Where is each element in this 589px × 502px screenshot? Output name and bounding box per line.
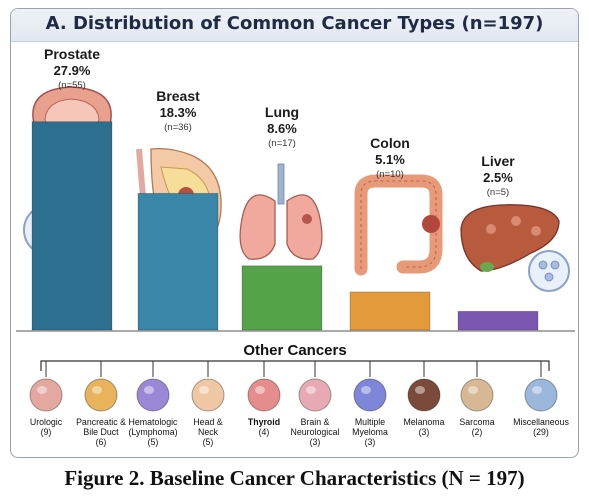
value-label: 27.9% bbox=[54, 63, 91, 78]
category-label: Lung bbox=[265, 104, 299, 120]
cell-cluster-icon bbox=[524, 361, 558, 412]
count-label: (n=55) bbox=[58, 80, 86, 91]
bar-breast bbox=[137, 192, 219, 331]
other-cancer-count: (5) bbox=[203, 437, 214, 447]
bar-lung bbox=[241, 265, 323, 331]
other-cancer-count: (9) bbox=[41, 427, 52, 437]
head-icon bbox=[191, 361, 225, 412]
other-cancer-label: Neck bbox=[198, 427, 219, 437]
other-cancer-label: Head & bbox=[193, 417, 222, 427]
chart-panel: A. Distribution of Common Cancer Types (… bbox=[10, 8, 579, 458]
other-cancer-label: Myeloma bbox=[352, 427, 388, 437]
other-cancer-label: Neurological bbox=[291, 427, 340, 437]
other-cancer-label: Urologic bbox=[30, 417, 63, 427]
other-cancers-bracket bbox=[40, 360, 550, 371]
other-cancer-count: (3) bbox=[365, 437, 376, 447]
other-cancer-label: Miscellaneous bbox=[513, 417, 569, 427]
count-label: (n=17) bbox=[268, 138, 296, 149]
other-cancer-count: (3) bbox=[310, 437, 321, 447]
other-cancer-label: Multiple bbox=[355, 417, 385, 427]
test-tube-icon bbox=[353, 361, 387, 412]
liver-icon bbox=[460, 204, 570, 292]
other-cancer-label: Brain & bbox=[301, 417, 330, 427]
blood-cell-icon bbox=[136, 361, 170, 412]
other-cancer-label: Hematologic bbox=[129, 417, 178, 427]
lung-icon bbox=[239, 163, 323, 260]
category-label: Breast bbox=[156, 88, 200, 104]
other-cancer-label: Pancreatic & bbox=[76, 417, 126, 427]
count-label: (n=36) bbox=[164, 122, 192, 133]
category-label: Colon bbox=[370, 135, 410, 151]
chart-title: A. Distribution of Common Cancer Types (… bbox=[45, 13, 544, 34]
pancreas-icon bbox=[84, 361, 118, 412]
melanoma-icon bbox=[407, 361, 441, 412]
figure-caption: Figure 2. Baseline Cancer Characteristic… bbox=[64, 466, 525, 490]
category-label: Prostate bbox=[44, 46, 100, 62]
other-cancer-label: (Lymphoma) bbox=[128, 427, 177, 437]
other-cancer-count: (4) bbox=[259, 427, 270, 437]
count-label: (n=5) bbox=[487, 187, 509, 198]
bar-liver bbox=[457, 310, 539, 331]
value-label: 8.6% bbox=[267, 121, 297, 136]
value-label: 5.1% bbox=[375, 152, 405, 167]
category-label: Liver bbox=[481, 153, 515, 169]
other-cancer-label: Melanoma bbox=[403, 417, 444, 427]
kidney-icon bbox=[29, 361, 63, 412]
title-bar: A. Distribution of Common Cancer Types (… bbox=[11, 9, 578, 42]
other-cancers-heading: Other Cancers bbox=[243, 342, 346, 359]
count-label: (n=10) bbox=[376, 169, 404, 180]
other-cancer-count: (6) bbox=[96, 437, 107, 447]
other-cancer-label: Bile Duct bbox=[83, 427, 119, 437]
other-cancer-count: (29) bbox=[533, 427, 549, 437]
value-label: 18.3% bbox=[160, 105, 197, 120]
bar-prostate bbox=[31, 121, 113, 331]
brain-icon bbox=[298, 361, 332, 412]
thyroid-icon bbox=[247, 361, 281, 412]
value-label: 2.5% bbox=[483, 170, 513, 185]
other-cancer-count: (2) bbox=[472, 427, 483, 437]
other-cancer-count: (3) bbox=[419, 427, 430, 437]
other-cancer-label: Sarcoma bbox=[459, 417, 494, 427]
other-cancer-label: Thyroid bbox=[248, 417, 280, 427]
bar-colon bbox=[349, 291, 431, 331]
other-cancer-count: (5) bbox=[148, 437, 159, 447]
bone-icon bbox=[460, 361, 494, 412]
colon-icon bbox=[354, 174, 443, 276]
